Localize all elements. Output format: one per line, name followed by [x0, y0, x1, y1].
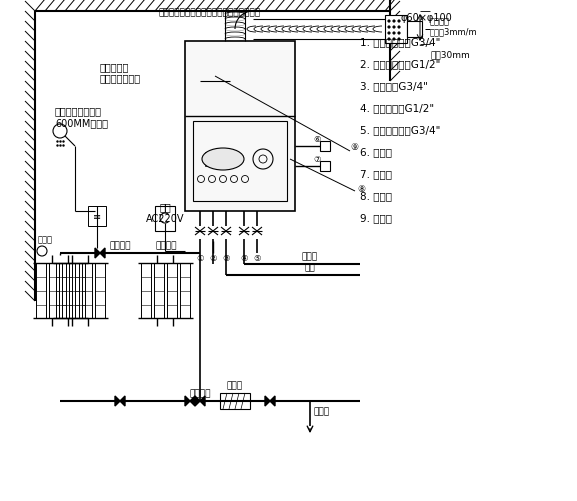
Bar — [407, 22, 422, 38]
Polygon shape — [185, 396, 190, 406]
Bar — [385, 16, 407, 44]
Ellipse shape — [202, 149, 244, 171]
Text: 一定的维修空间: 一定的维修空间 — [100, 73, 141, 83]
Text: 排污口: 排污口 — [313, 407, 329, 416]
Circle shape — [398, 27, 400, 29]
Circle shape — [398, 33, 400, 35]
Bar — [36, 264, 46, 318]
Text: 两侧须留有: 两侧须留有 — [100, 62, 129, 72]
Text: 2. 卫浴出水接口G1/2": 2. 卫浴出水接口G1/2" — [360, 59, 440, 69]
Circle shape — [398, 21, 400, 23]
Circle shape — [388, 39, 390, 41]
Bar — [320, 142, 330, 152]
Text: 电源
AC220V: 电源 AC220V — [146, 201, 184, 223]
Text: ⑤: ⑤ — [253, 254, 261, 263]
Bar — [205, 153, 235, 167]
Bar — [193, 122, 287, 201]
Polygon shape — [120, 396, 125, 406]
Text: ≡: ≡ — [93, 211, 101, 221]
Polygon shape — [270, 396, 275, 406]
Circle shape — [398, 39, 400, 41]
Bar — [75, 264, 85, 318]
Text: 5. 采暖回水接口G3/4": 5. 采暖回水接口G3/4" — [360, 125, 440, 135]
Circle shape — [388, 27, 390, 29]
Text: 自来水: 自来水 — [302, 252, 318, 261]
Polygon shape — [95, 248, 100, 259]
Circle shape — [393, 39, 395, 41]
Polygon shape — [200, 396, 205, 406]
Text: 4. 自来水接口G1/2": 4. 自来水接口G1/2" — [360, 103, 434, 113]
Bar — [320, 162, 330, 172]
Text: 过滤器: 过滤器 — [227, 380, 243, 389]
Bar — [62, 264, 72, 318]
Polygon shape — [265, 396, 270, 406]
Polygon shape — [190, 396, 195, 406]
Text: ④: ④ — [240, 254, 248, 263]
Text: 3. 燃气接口G3/4": 3. 燃气接口G3/4" — [360, 81, 428, 91]
Text: 采暖回水: 采暖回水 — [189, 388, 211, 397]
Circle shape — [393, 33, 395, 35]
Text: 1. 采暖出水接口G3/4": 1. 采暖出水接口G3/4" — [360, 37, 440, 47]
Bar — [220, 393, 250, 409]
Circle shape — [388, 33, 390, 35]
Text: 6. 安全阀: 6. 安全阀 — [360, 147, 392, 157]
Text: 采暖热水: 采暖热水 — [109, 240, 131, 249]
Polygon shape — [100, 248, 105, 259]
Bar — [141, 264, 151, 318]
Text: ⑦: ⑦ — [313, 154, 321, 163]
Bar — [167, 264, 177, 318]
Text: ⑨: ⑨ — [350, 142, 358, 151]
Polygon shape — [115, 396, 120, 406]
Circle shape — [393, 27, 395, 29]
Text: 燃气: 燃气 — [305, 263, 316, 272]
Bar — [82, 264, 92, 318]
Bar — [185, 42, 295, 211]
Bar — [154, 264, 164, 318]
Text: ⑥: ⑥ — [313, 134, 321, 143]
Text: 9. 观火孔: 9. 观火孔 — [360, 212, 392, 222]
Text: 向下倾斜
不小于3mm/m: 向下倾斜 不小于3mm/m — [430, 17, 478, 37]
Bar — [88, 206, 106, 226]
Bar — [49, 264, 59, 318]
Bar — [69, 264, 79, 318]
Text: ③: ③ — [222, 254, 230, 263]
Text: 大于30mm: 大于30mm — [430, 51, 470, 60]
Text: 排气阀: 排气阀 — [38, 234, 53, 243]
Text: ⑧: ⑧ — [357, 185, 365, 194]
Bar — [95, 264, 105, 318]
Bar — [56, 264, 66, 318]
Text: 生活热水: 生活热水 — [155, 240, 177, 249]
Text: 前面必须留有大于
600MM的空间: 前面必须留有大于 600MM的空间 — [55, 106, 108, 128]
Text: 8. 压力表: 8. 压力表 — [360, 190, 392, 200]
Bar — [180, 264, 190, 318]
Text: 请使用配套烟管，安装请按照注意事项安装: 请使用配套烟管，安装请按照注意事项安装 — [159, 8, 261, 17]
Text: ②: ② — [209, 254, 217, 263]
Circle shape — [393, 21, 395, 23]
Circle shape — [388, 21, 390, 23]
Bar — [155, 206, 175, 231]
Text: 7. 补水阀: 7. 补水阀 — [360, 169, 392, 179]
Text: φ60×φ100: φ60×φ100 — [400, 13, 452, 23]
Text: ①: ① — [196, 254, 204, 263]
Polygon shape — [195, 396, 200, 406]
